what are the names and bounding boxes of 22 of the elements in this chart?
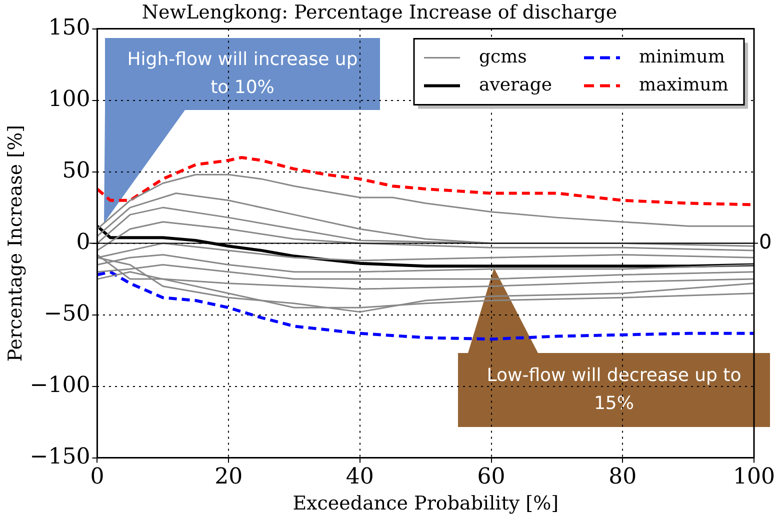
x-axis-title: Exceedance Probability [%] (292, 492, 559, 515)
y-tick-label: −50 (44, 302, 90, 327)
y-tick-label: 50 (62, 158, 90, 184)
y-tick-label: 0 (76, 230, 90, 256)
y-tick-label: −100 (30, 373, 90, 398)
x-tick-label: 40 (346, 464, 374, 490)
legend-label: minimum (639, 46, 725, 68)
annotation: Low-flow will decrease up to 15% (458, 353, 770, 427)
legend-label: gcms (479, 46, 527, 68)
y-tick-label: −150 (30, 444, 90, 470)
legend-label: average (479, 74, 552, 96)
x-tick-label: 100 (733, 464, 775, 490)
y-axis-title: Percentage Increase [%] (4, 124, 26, 362)
x-tick-label: 20 (214, 464, 243, 490)
ref-line-label: 0 (759, 230, 772, 254)
y-tick-label: 100 (48, 87, 90, 112)
chart-title: NewLengkong: Percentage Increase of discharge (142, 1, 618, 24)
legend-label: maximum (639, 74, 728, 96)
x-tick-label: 80 (608, 464, 637, 490)
y-tick-label: 150 (48, 16, 90, 41)
annotation: High-flow will increase up to 10% (105, 38, 380, 110)
x-tick-label: 60 (477, 464, 506, 490)
